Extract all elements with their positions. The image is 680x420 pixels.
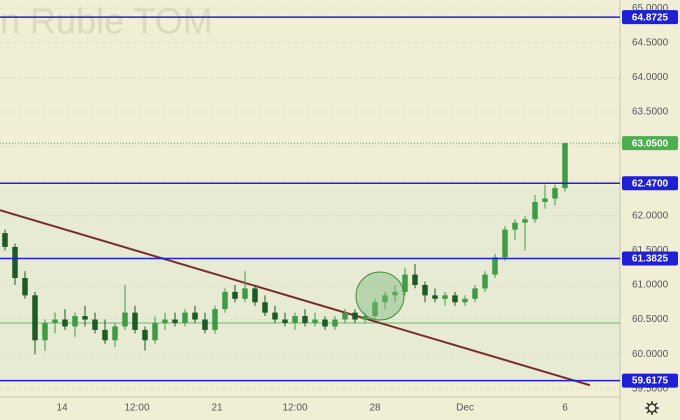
candle-body: [202, 319, 208, 330]
candle-body: [392, 291, 398, 296]
x-tick-label: 6: [562, 403, 568, 414]
candle-body: [122, 312, 128, 327]
candle-body: [462, 298, 468, 303]
level-label-box: [622, 10, 678, 25]
candle-body: [132, 312, 138, 330]
settings-icon[interactable]: [645, 401, 659, 415]
candle-body: [302, 316, 308, 323]
candle-body: [192, 312, 198, 320]
y-tick-label: 63.5000: [632, 107, 669, 118]
candle-body: [82, 316, 88, 320]
candle-body: [262, 302, 268, 313]
candle-body: [112, 326, 118, 341]
candle-body: [282, 319, 288, 323]
candle-body: [212, 309, 218, 330]
candle-body: [562, 143, 568, 189]
candle-body: [2, 233, 8, 247]
time-axis: [0, 397, 620, 420]
candle-body: [352, 312, 358, 320]
level-label: 63.0500: [632, 138, 669, 149]
candle-body: [412, 274, 418, 285]
candle-body: [42, 322, 48, 341]
candle-body: [372, 302, 378, 317]
candle-body: [342, 312, 348, 320]
candle-body: [312, 319, 318, 323]
level-label-box: [622, 251, 678, 266]
candle-body: [52, 319, 58, 323]
candle-body: [422, 284, 428, 296]
range-band: [0, 186, 620, 382]
y-tick-label: 65.0000: [632, 3, 669, 14]
candle-body: [32, 295, 38, 341]
candle-body: [272, 312, 278, 320]
candle-body: [362, 316, 368, 320]
candle-body: [542, 198, 548, 202]
candle-body: [432, 295, 438, 299]
level-label-box: [622, 373, 678, 388]
candle-body: [322, 319, 328, 327]
price-axis: [620, 0, 680, 420]
x-tick-label: 12:00: [124, 403, 149, 414]
y-tick-label: 62.0000: [632, 210, 669, 221]
candle-body: [72, 316, 78, 327]
x-tick-label: 12:00: [282, 403, 307, 414]
candle-body: [292, 316, 298, 323]
level-label-box: [622, 136, 678, 151]
candle-body: [522, 219, 528, 223]
candle-body: [222, 291, 228, 310]
highlight-circle: [355, 271, 405, 321]
y-tick-label: 60.0000: [632, 349, 669, 360]
candle-body: [382, 295, 388, 303]
candle-body: [92, 319, 98, 330]
candle-body: [12, 246, 18, 279]
candle-body: [332, 319, 338, 327]
candle-body: [22, 278, 28, 296]
candle-body: [442, 295, 448, 299]
y-tick-label: 61.5000: [632, 245, 669, 256]
level-label: 62.4700: [632, 178, 669, 189]
level-label: 61.3825: [632, 254, 669, 265]
candle-body: [252, 288, 258, 303]
watermark: an Ruble TOM: [0, 1, 213, 42]
candle-body: [482, 274, 488, 289]
candle-body: [492, 257, 498, 275]
x-tick-label: Dec: [456, 403, 474, 414]
candle-body: [152, 322, 158, 341]
trend-line: [0, 209, 591, 387]
y-tick-label: 64.5000: [632, 38, 669, 49]
y-tick-label: 60.5000: [632, 314, 669, 325]
y-tick-label: 64.0000: [632, 72, 669, 83]
candle-body: [472, 288, 478, 299]
level-label: 59.6175: [632, 376, 669, 387]
candle-body: [142, 329, 148, 341]
x-tick-label: 14: [56, 403, 68, 414]
x-tick-label: 28: [369, 403, 381, 414]
candle-body: [452, 295, 458, 303]
candle-body: [182, 312, 188, 323]
level-label: 64.8725: [632, 12, 669, 23]
level-label-box: [622, 176, 678, 191]
y-tick-label: 59.5000: [632, 383, 669, 394]
candle-body: [512, 222, 518, 230]
candle-body: [242, 288, 248, 299]
candle-body: [532, 201, 538, 220]
candle-body: [102, 329, 108, 341]
y-tick-label: 61.0000: [632, 280, 669, 291]
candle-body: [162, 319, 168, 323]
x-tick-label: 21: [211, 403, 223, 414]
candle-body: [172, 319, 178, 323]
candle-body: [552, 188, 558, 199]
candle-body: [502, 229, 508, 258]
candle-body: [402, 274, 408, 292]
candle-body: [62, 319, 68, 327]
candle-body: [232, 291, 238, 299]
